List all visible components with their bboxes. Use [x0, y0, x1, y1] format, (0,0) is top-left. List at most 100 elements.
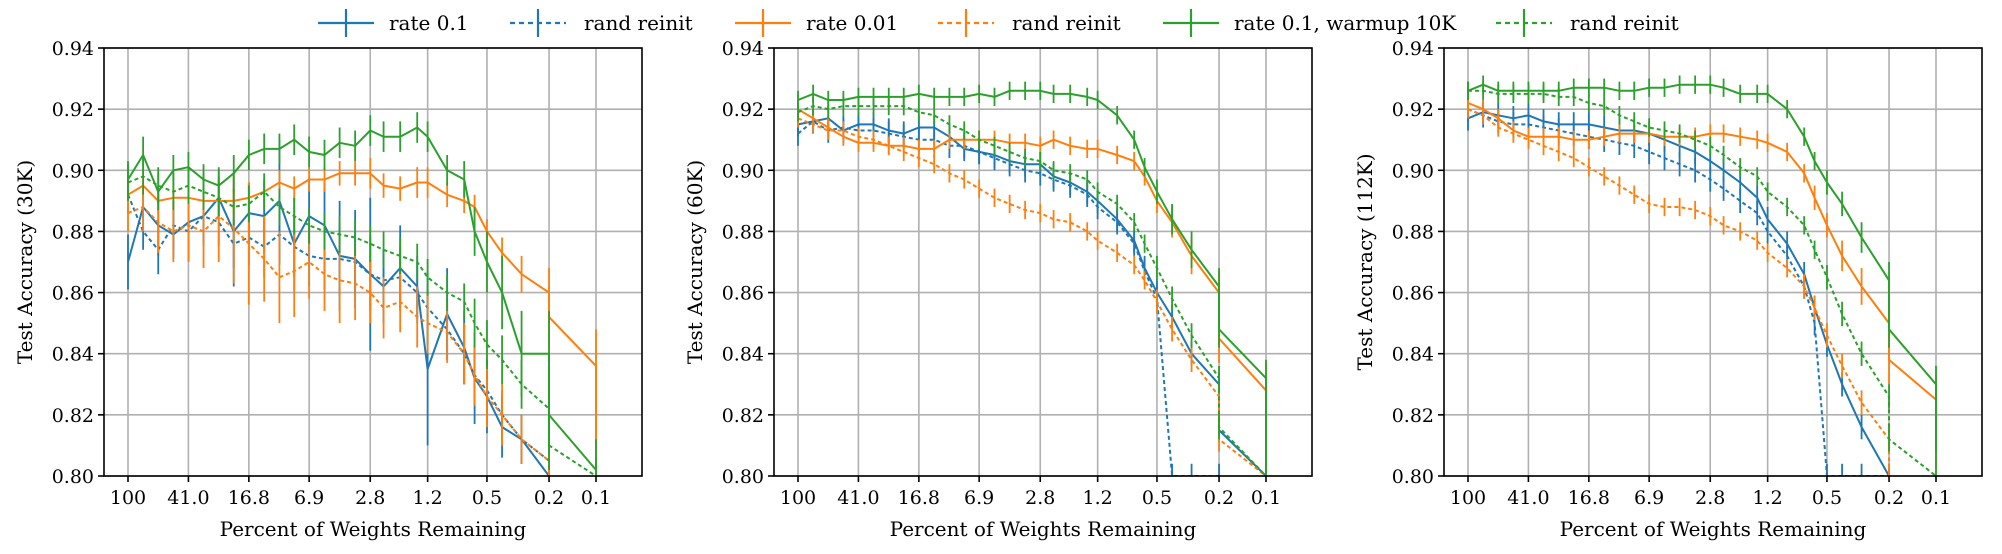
series: [1467, 93, 1937, 470]
y-tick-label: 0.92: [1392, 99, 1434, 121]
y-tick-label: 0.90: [722, 160, 764, 182]
y-tick-label: 0.94: [52, 38, 94, 60]
legend-swatch: [735, 9, 791, 37]
series-line: [1467, 111, 1890, 476]
x-tick-label: 6.9: [1634, 487, 1664, 509]
series: [797, 96, 1267, 476]
chart-112k: 0.80 0.82 0.84 0.86 0.88 0.90 0.92 0.94 100 41.0 1…: [1353, 38, 1983, 541]
series: [127, 158, 597, 476]
series: [797, 106, 1267, 476]
x-tick-label: 16.8: [898, 487, 940, 509]
gridlines: [774, 47, 1312, 477]
series: [127, 170, 550, 476]
series-line: [1467, 83, 1937, 452]
y-tick-label: 0.92: [52, 99, 94, 121]
x-tick-label: 0.1: [581, 487, 611, 509]
y-tick-label: 0.80: [722, 466, 764, 488]
x-axis-label: Percent of Weights Remaining: [890, 517, 1197, 541]
y-tick-label: 0.84: [1392, 344, 1434, 366]
y-axis-label: Test Accuracy (60K): [683, 160, 707, 364]
gridlines: [104, 47, 642, 477]
series: [127, 139, 550, 476]
series-line: [127, 196, 550, 476]
legend-swatch: [318, 9, 374, 37]
x-tick-label: 1.2: [1753, 487, 1783, 509]
legend-swatch: [1163, 9, 1219, 37]
y-tick-label: 0.80: [52, 466, 94, 488]
x-tick-label: 0.5: [1142, 487, 1172, 509]
legend: rate 0.1 rand reinit rate 0.01 rand rein…: [0, 0, 2002, 46]
y-tick-label: 0.86: [52, 283, 94, 305]
y-tick-label: 0.80: [1392, 466, 1434, 488]
x-tick-label: 0.2: [534, 487, 564, 509]
series: [1467, 99, 1890, 476]
series-line: [797, 120, 1219, 476]
y-tick-label: 0.90: [1392, 160, 1434, 182]
x-tick-label: 2.8: [1025, 487, 1055, 509]
y-tick-label: 0.84: [722, 344, 764, 366]
x-tick-label: 0.5: [472, 487, 502, 509]
series: [127, 176, 550, 476]
x-tick-label: 1.2: [1083, 487, 1113, 509]
legend-swatch: [1496, 9, 1552, 37]
legend-label: rate 0.01: [806, 11, 899, 35]
series-line: [127, 126, 597, 471]
x-tick-label: 0.1: [1251, 487, 1281, 509]
x-axis-label: Percent of Weights Remaining: [1560, 517, 1867, 541]
series-group: [797, 81, 1267, 476]
x-tick-label: 41.0: [1507, 487, 1549, 509]
y-tick-label: 0.88: [52, 221, 94, 243]
series: [1467, 81, 1937, 476]
y-tick-label: 0.92: [722, 99, 764, 121]
y-tick-label: 0.82: [722, 405, 764, 427]
y-tick-label: 0.82: [1392, 405, 1434, 427]
x-tick-label: 16.8: [228, 487, 270, 509]
y-tick-label: 0.86: [1392, 283, 1434, 305]
y-tick-label: 0.86: [722, 283, 764, 305]
y-tick-label: 0.88: [1392, 221, 1434, 243]
series: [1467, 99, 1890, 476]
chart-panel-112k: 0.80 0.82 0.84 0.86 0.88 0.90 0.92 0.94 100 41.0 1…: [1340, 0, 2002, 554]
gridlines: [1444, 47, 1982, 477]
series-line: [127, 175, 597, 476]
y-tick-label: 0.88: [722, 221, 764, 243]
series-line: [797, 117, 1267, 476]
x-axis-label: Percent of Weights Remaining: [220, 517, 527, 541]
y-tick-label: 0.94: [722, 38, 764, 60]
x-tick-label: 6.9: [294, 487, 324, 509]
x-tick-label: 2.8: [355, 487, 385, 509]
x-tick-label: 100: [110, 487, 146, 509]
legend-label: rand reinit: [1570, 11, 1679, 35]
series-line: [1467, 108, 1890, 476]
x-tick-label: 0.2: [1874, 487, 1904, 509]
legend-label: rate 0.1, warmup 10K: [1234, 11, 1457, 35]
series: [797, 109, 1220, 476]
y-tick-label: 0.94: [1392, 38, 1434, 60]
y-axis-label: Test Accuracy (30K): [13, 160, 37, 364]
legend-label: rand reinit: [584, 11, 693, 35]
x-tick-label: 2.8: [1695, 487, 1725, 509]
axes-frame: [773, 47, 1313, 477]
series: [127, 158, 597, 476]
series-line: [797, 117, 1267, 476]
chart-panel-30k: 0.80 0.82 0.84 0.86 0.88 0.90 0.92 0.94 100 41.0 1…: [0, 0, 660, 554]
y-tick-label: 0.82: [52, 405, 94, 427]
x-tick-label: 6.9: [964, 487, 994, 509]
y-tick-label: 0.84: [52, 344, 94, 366]
legend-swatch: [938, 9, 994, 37]
chart-30k: 0.80 0.82 0.84 0.86 0.88 0.90 0.92 0.94 100 41.0 1…: [13, 38, 643, 541]
y-axis-label: Test Accuracy (112K): [1353, 153, 1377, 370]
series-line: [797, 105, 1267, 476]
x-tick-label: 0.2: [1204, 487, 1234, 509]
chart-60k: 0.80 0.82 0.84 0.86 0.88 0.90 0.92 0.94 100 41.0 1…: [683, 38, 1313, 541]
series-group: [1467, 75, 1937, 476]
series-line: [1467, 108, 1889, 476]
x-tick-label: 41.0: [837, 487, 879, 509]
series: [797, 109, 1267, 476]
x-tick-label: 41.0: [167, 487, 209, 509]
series-line: [127, 194, 550, 476]
series: [1467, 75, 1937, 464]
x-tick-label: 100: [780, 487, 816, 509]
y-tick-label: 0.90: [52, 160, 94, 182]
chart-panel-60k: 0.80 0.82 0.84 0.86 0.88 0.90 0.92 0.94 100 41.0 1…: [670, 0, 1330, 554]
